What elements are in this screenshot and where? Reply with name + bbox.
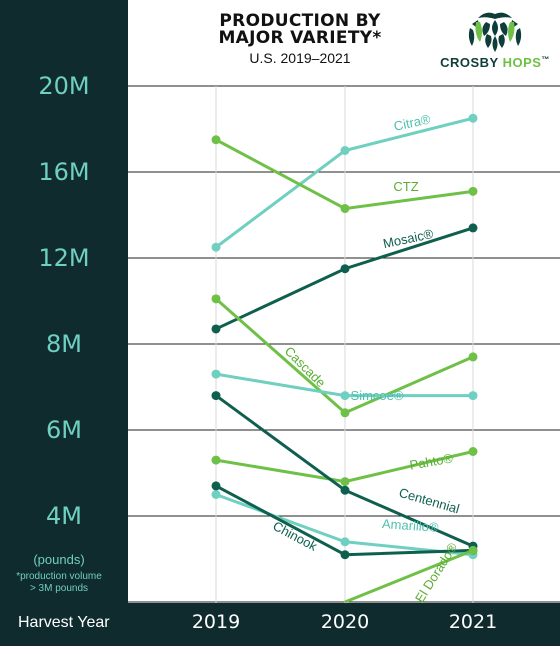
data-point [468, 352, 478, 362]
data-point [468, 545, 478, 555]
footnote-line-2: > 3M pounds [29, 583, 89, 594]
data-point [211, 455, 221, 465]
gridlines [128, 85, 560, 603]
data-point [211, 391, 221, 401]
data-point [468, 223, 478, 233]
y-tick-label: 12M [38, 244, 90, 272]
x-axis-title: Harvest Year [18, 614, 110, 631]
y-tick-label: 4M [46, 502, 82, 530]
data-point [468, 113, 478, 123]
footnote-line-1: *production volume [16, 571, 102, 582]
y-tick-label: 6M [46, 416, 82, 444]
x-tick-label: 2021 [448, 611, 498, 633]
logo-word-hops: HOPS [502, 55, 542, 70]
data-point [468, 447, 478, 456]
y-tick-label: 16M [38, 158, 90, 186]
chart-title-block: PRODUCTION BY MAJOR VARIETY* U.S. 2019–2… [198, 11, 402, 67]
data-point [211, 481, 221, 491]
series-label: Pahto® [408, 450, 454, 472]
hop-cone-icon [468, 12, 522, 52]
data-point [340, 550, 350, 560]
y-tick-label: 20M [38, 72, 90, 100]
data-point [468, 391, 478, 401]
data-point [340, 264, 350, 274]
x-axis-bar [0, 603, 560, 646]
data-point [340, 485, 350, 495]
x-tick-label: 2019 [191, 611, 241, 633]
y-tick-label: 8M [46, 330, 82, 358]
series-label: Centennial [397, 485, 461, 517]
data-point [468, 186, 478, 196]
series-points [211, 113, 478, 560]
chart-title-line-2: MAJOR VARIETY* [218, 28, 382, 48]
data-point [211, 324, 221, 334]
data-point [340, 477, 350, 487]
series-label: CTZ [393, 179, 418, 194]
y-axis-unit: (pounds) [33, 552, 85, 567]
data-point [211, 490, 221, 499]
logo-wordmark: CROSBY HOPS™ [440, 55, 550, 70]
logo-trademark: ™ [541, 55, 550, 64]
series-label: Cascade [282, 343, 329, 390]
data-point [211, 294, 221, 304]
series-label: Simcoe® [351, 388, 404, 403]
data-point [211, 135, 221, 145]
series-label: Amarillo® [382, 516, 440, 535]
data-point [340, 146, 350, 155]
data-point [211, 242, 221, 252]
data-point [340, 391, 350, 401]
logo-word-crosby: CROSBY [440, 55, 499, 70]
chart-title: PRODUCTION BY [219, 11, 381, 31]
data-point [211, 369, 221, 379]
data-point [340, 537, 350, 547]
data-point [340, 204, 350, 214]
chart-subtitle: U.S. 2019–2021 [249, 50, 351, 66]
data-point [340, 408, 350, 418]
crosby-hops-logo: CROSBY HOPS™ [440, 8, 550, 74]
series-line [344, 549, 474, 604]
y-axis-panel [0, 0, 128, 603]
x-tick-label: 2020 [320, 611, 370, 633]
